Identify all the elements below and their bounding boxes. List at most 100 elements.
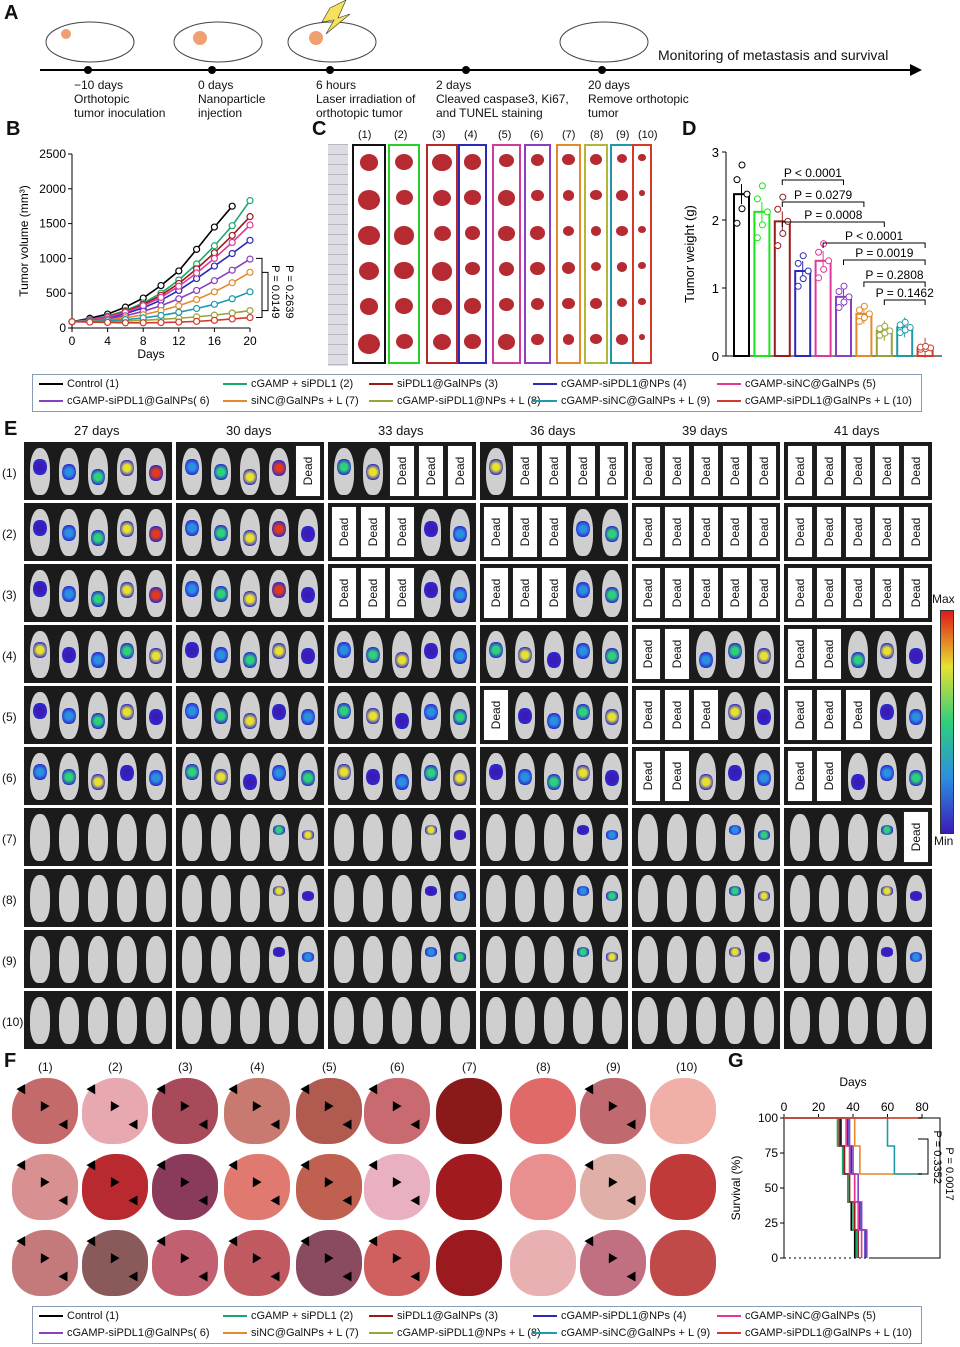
imaging-block: Dead Dead Dead Dead Dead — [632, 564, 780, 622]
signal-spot — [605, 830, 619, 840]
arrow-icon — [198, 1119, 208, 1130]
tumor — [616, 154, 628, 164]
arrow-icon — [58, 1119, 68, 1130]
signal-spot — [489, 763, 503, 781]
bar — [753, 210, 771, 357]
mouse-image — [269, 814, 289, 861]
mouse-image — [450, 631, 470, 678]
dead-box: Dead — [570, 445, 596, 497]
bracket — [863, 281, 926, 287]
lung-image — [224, 1078, 290, 1144]
data-point — [86, 318, 94, 326]
signal-spot — [366, 463, 380, 481]
mouse-image — [334, 753, 354, 800]
data-point — [733, 219, 741, 227]
dead-label: Dead — [453, 456, 467, 486]
mouse-image — [30, 448, 50, 495]
data-point — [886, 327, 894, 335]
mouse-image — [269, 570, 289, 617]
mouse-image — [88, 570, 108, 617]
x-tick-label: 20 — [812, 1100, 826, 1114]
signal-spot — [120, 703, 134, 721]
signal-spot — [33, 580, 47, 598]
mouse-image — [334, 997, 354, 1044]
arrow-icon — [604, 1101, 618, 1114]
mouse-image — [334, 631, 354, 678]
legend-item: siPDL1@GalNPs (3) — [369, 378, 498, 390]
dead-label: Dead — [822, 456, 836, 486]
mouse-image — [30, 692, 50, 739]
mouse-image — [363, 631, 383, 678]
y-tick-label: 1 — [712, 281, 719, 296]
lung-image — [364, 1154, 430, 1220]
mouse-image — [269, 631, 289, 678]
mouse-image — [421, 814, 441, 861]
tumor — [497, 334, 516, 350]
arrow-icon — [86, 1160, 100, 1173]
data-point — [228, 295, 236, 303]
mouse-image — [486, 753, 506, 800]
imaging-block — [328, 625, 476, 683]
arrow-icon — [342, 1195, 352, 1206]
imaging-block — [632, 991, 780, 1049]
mouse-image — [906, 936, 926, 983]
dead-label: Dead — [793, 761, 807, 791]
y-tick-label: 50 — [765, 1181, 779, 1195]
mouse-image — [725, 814, 745, 861]
data-point — [193, 304, 201, 313]
row-label: (8) — [2, 893, 17, 907]
mouse-image — [146, 753, 166, 800]
tumor — [464, 226, 481, 240]
tumor-column-label: (1) — [358, 129, 372, 141]
imaging-block — [328, 991, 476, 1049]
dead-label: Dead — [793, 578, 807, 608]
dead-box: Dead — [389, 506, 415, 558]
dead-label: Dead — [670, 639, 684, 669]
mouse-image — [269, 936, 289, 983]
mouse-image — [725, 875, 745, 922]
signal-spot — [301, 708, 315, 726]
mouse-image — [240, 509, 260, 556]
signal-spot — [366, 707, 380, 725]
mouse-image — [877, 631, 897, 678]
signal-spot — [395, 773, 409, 791]
arrow-icon — [156, 1160, 170, 1173]
data-point — [763, 208, 771, 216]
signal-spot — [728, 947, 742, 957]
data-point — [799, 252, 807, 260]
mouse-image — [754, 997, 774, 1044]
dead-box: Dead — [693, 567, 719, 619]
tumor-column-label: (6) — [530, 129, 544, 141]
mouse-image — [877, 936, 897, 983]
lung-image — [436, 1230, 502, 1296]
imaging-block: Dead Dead — [784, 625, 932, 683]
arrow-icon — [410, 1271, 420, 1282]
tumor-column-label: (7) — [562, 129, 576, 141]
mouse-image — [421, 631, 441, 678]
x-tick-label: 0 — [781, 1100, 788, 1114]
data-point — [825, 257, 833, 265]
tumor — [433, 226, 451, 242]
imaging-block: Dead Dead Dead Dead Dead — [784, 503, 932, 561]
dead-label: Dead — [395, 456, 409, 486]
x-tick-label: 20 — [243, 334, 257, 348]
imaging-block — [784, 991, 932, 1049]
mouse-image — [117, 936, 137, 983]
legend-label: cGAMP-siPDL1@GalNPs( 6) — [67, 1327, 210, 1339]
mouse-image — [30, 570, 50, 617]
mouse-image — [515, 936, 535, 983]
signal-spot — [301, 891, 315, 901]
tumor-volume-chart: 0 500 1000 1500 2000 2500 0 4 8 12 16 20 Days Tumor v… — [17, 147, 295, 361]
mouse-image — [696, 997, 716, 1044]
lung-column-label: (2) — [108, 1060, 123, 1074]
tumor — [530, 154, 545, 167]
dead-label: Dead — [757, 517, 771, 547]
dead-label: Dead — [641, 578, 655, 608]
mouse-image — [544, 936, 564, 983]
tumor-column-label: (9) — [616, 129, 630, 141]
tumor — [498, 262, 515, 276]
mouse-image — [602, 692, 622, 739]
tumor-weight-chart: 0 1 2 3 Tumor weight (g) P < 0.0001 P = 0.0279… — [682, 145, 942, 364]
dead-box: Dead — [360, 506, 386, 558]
data-point — [228, 231, 236, 240]
